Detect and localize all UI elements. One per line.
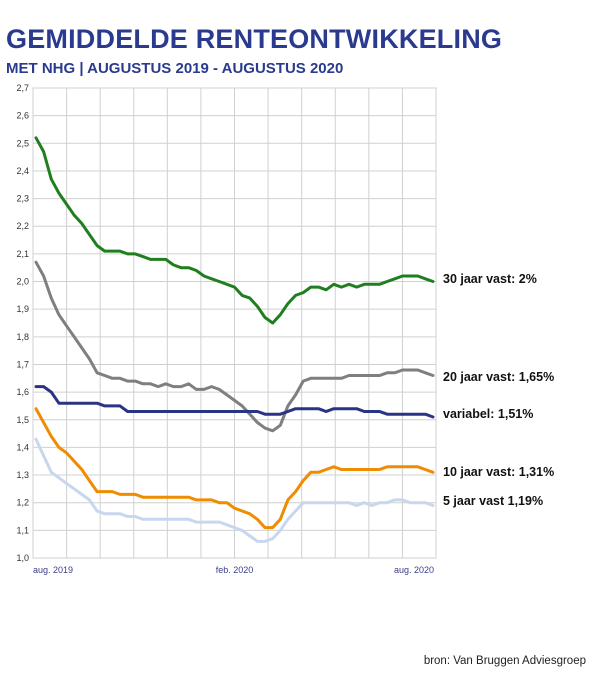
y-tick-label: 1,3 xyxy=(16,470,29,480)
y-tick-label: 1,2 xyxy=(16,498,29,508)
y-tick-label: 2,0 xyxy=(16,277,29,287)
series-label-2: variabel: 1,51% xyxy=(443,407,533,421)
y-tick-label: 1,1 xyxy=(16,525,29,535)
series-label-3: 10 jaar vast: 1,31% xyxy=(443,465,554,479)
y-tick-label: 1,6 xyxy=(16,387,29,397)
y-tick-label: 2,6 xyxy=(16,111,29,121)
x-tick-label: aug. 2019 xyxy=(33,565,73,575)
y-tick-label: 2,4 xyxy=(16,166,29,176)
series-line-1 xyxy=(34,260,435,433)
x-tick-label: feb. 2020 xyxy=(216,565,254,575)
y-tick-label: 2,3 xyxy=(16,194,29,204)
chart-title: GEMIDDELDE RENTEONTWIKKELING xyxy=(6,24,503,54)
series-line-4 xyxy=(34,437,435,543)
y-tick-label: 2,5 xyxy=(16,138,29,148)
source-note: bron: Van Bruggen Adviesgroep xyxy=(423,655,586,667)
series-label-0: 30 jaar vast: 2% xyxy=(443,272,537,286)
series-label-1: 20 jaar vast: 1,65% xyxy=(443,370,554,384)
series-line-2 xyxy=(34,385,435,419)
series-line-3 xyxy=(34,407,435,530)
y-tick-label: 1,5 xyxy=(16,415,29,425)
series-line-0 xyxy=(34,136,435,325)
y-tick-label: 2,2 xyxy=(16,221,29,231)
x-tick-label: aug. 2020 xyxy=(394,565,434,575)
y-tick-label: 1,0 xyxy=(16,553,29,563)
y-tick-label: 2,7 xyxy=(16,83,29,93)
y-tick-label: 1,9 xyxy=(16,304,29,314)
y-tick-label: 1,8 xyxy=(16,332,29,342)
y-tick-label: 2,1 xyxy=(16,249,29,259)
series-label-4: 5 jaar vast 1,19% xyxy=(443,494,543,508)
y-tick-label: 1,7 xyxy=(16,359,29,369)
y-tick-label: 1,4 xyxy=(16,442,29,452)
chart-subtitle: MET NHG | AUGUSTUS 2019 - AUGUSTUS 2020 xyxy=(6,60,344,77)
